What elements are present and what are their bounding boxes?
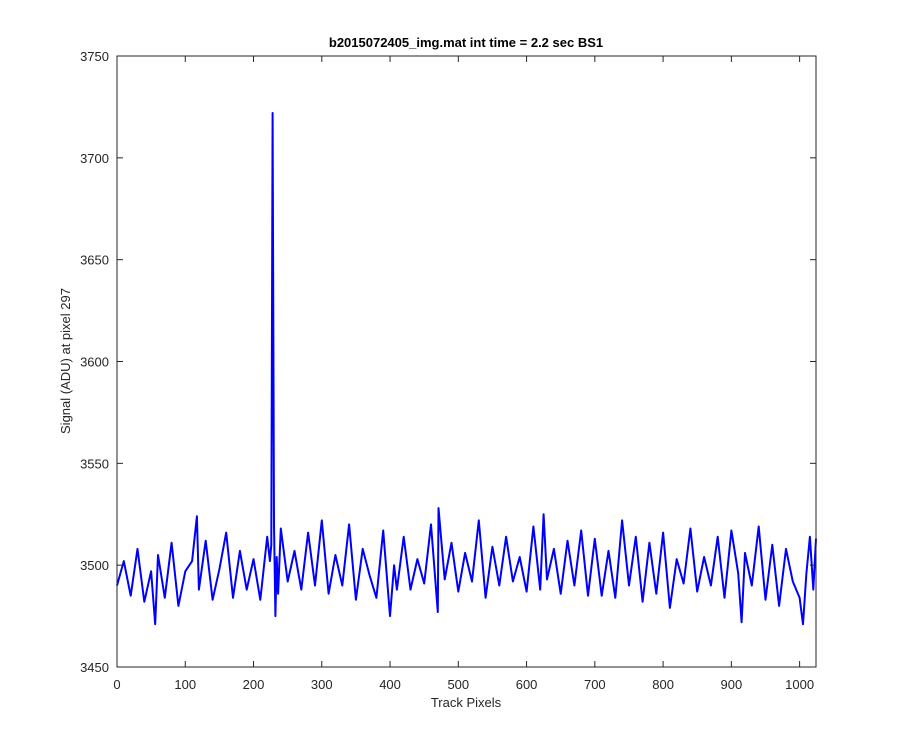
y-tick-label: 3500 bbox=[80, 558, 109, 573]
series-layer bbox=[116, 112, 817, 626]
y-axis-label: Signal (ADU) at pixel 297 bbox=[58, 288, 73, 434]
plot-area-background bbox=[117, 56, 816, 667]
y-tick-label: 3650 bbox=[80, 253, 109, 268]
x-tick-label: 400 bbox=[379, 677, 401, 692]
x-tick-label: 800 bbox=[652, 677, 674, 692]
x-tick-label: 500 bbox=[447, 677, 469, 692]
y-tick-label: 3750 bbox=[80, 49, 109, 64]
x-tick-label: 100 bbox=[174, 677, 196, 692]
x-tick-label: 600 bbox=[516, 677, 538, 692]
series-line bbox=[116, 112, 817, 626]
chart-title: b2015072405_img.mat int time = 2.2 sec B… bbox=[329, 35, 603, 50]
x-tick-label: 900 bbox=[721, 677, 743, 692]
y-tick-label: 3600 bbox=[80, 355, 109, 370]
y-tick-label: 3700 bbox=[80, 151, 109, 166]
x-tick-label: 700 bbox=[584, 677, 606, 692]
x-tick-label: 300 bbox=[311, 677, 333, 692]
y-tick-label: 3450 bbox=[80, 660, 109, 675]
y-tick-label: 3550 bbox=[80, 456, 109, 471]
y-axis: 3450 3500 3550 3600 3650 3700 3750 bbox=[80, 49, 816, 675]
x-tick-label: 0 bbox=[113, 677, 120, 692]
x-tick-label: 200 bbox=[243, 677, 265, 692]
x-axis-label: Track Pixels bbox=[431, 695, 502, 710]
x-tick-label: 1000 bbox=[785, 677, 814, 692]
x-axis: 0 100 200 300 400 500 600 700 800 900 1000 bbox=[113, 56, 814, 692]
